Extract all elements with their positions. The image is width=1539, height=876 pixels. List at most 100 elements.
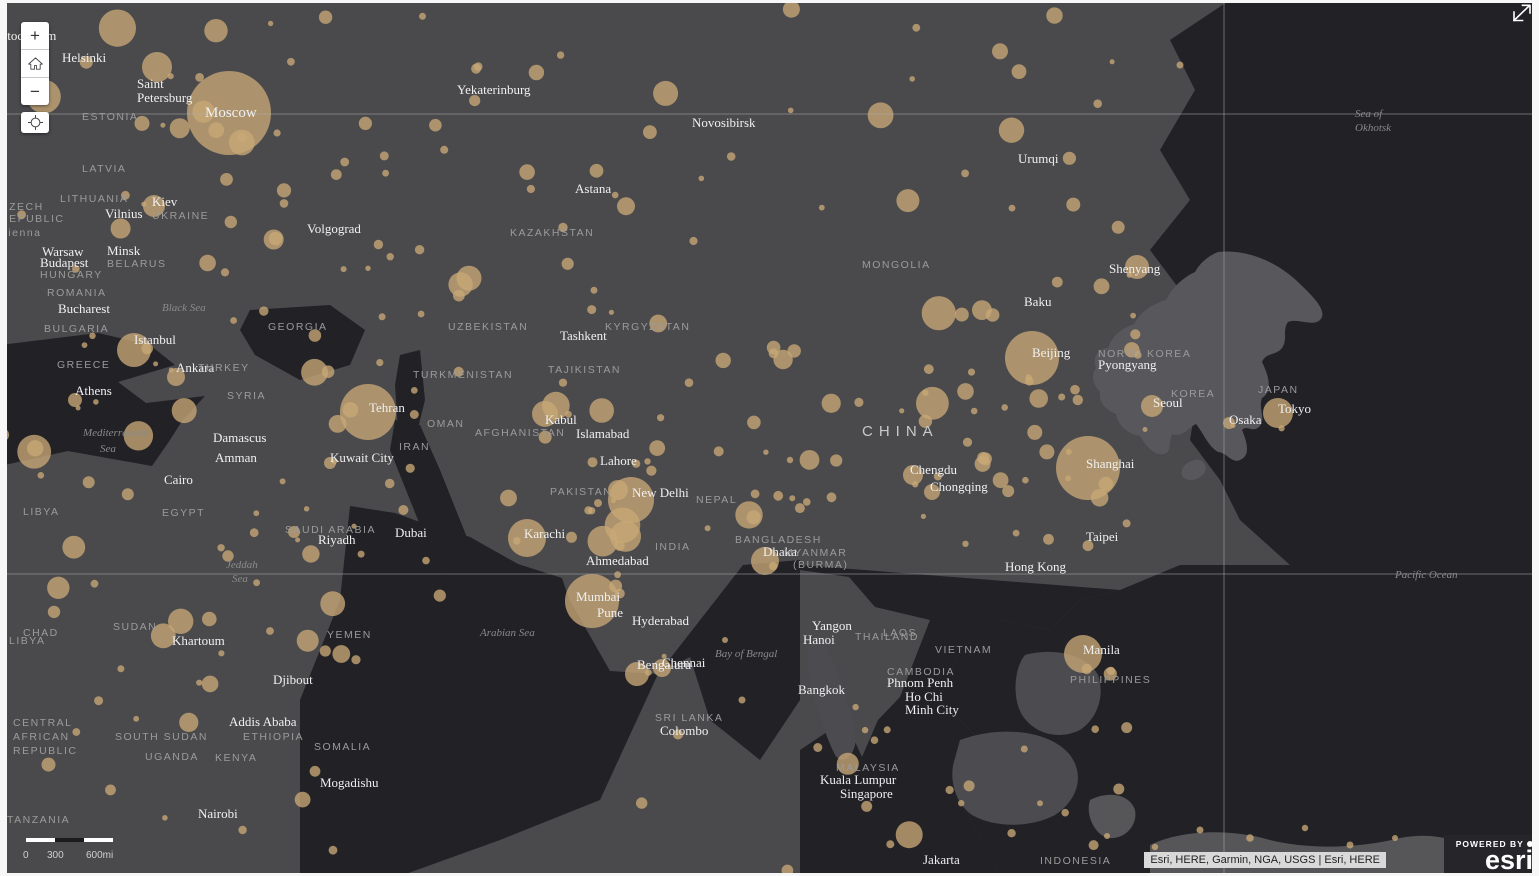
svg-text:Riyadh: Riyadh [318, 532, 356, 547]
svg-text:Chengdu: Chengdu [910, 462, 957, 477]
svg-text:ESTONIA: ESTONIA [82, 111, 138, 123]
svg-text:TAJIKISTAN: TAJIKISTAN [548, 364, 621, 376]
svg-text:Islamabad: Islamabad [576, 426, 630, 441]
svg-text:Kabul: Kabul [545, 412, 577, 427]
svg-text:Budapest: Budapest [40, 255, 89, 270]
svg-text:VIETNAM: VIETNAM [935, 644, 992, 656]
svg-text:Ahmedabad: Ahmedabad [586, 553, 649, 568]
svg-text:Minh City: Minh City [905, 702, 959, 717]
svg-text:Shenyang: Shenyang [1109, 261, 1161, 276]
svg-text:HUNGARY: HUNGARY [40, 269, 103, 281]
svg-text:CENTRAL: CENTRAL [13, 717, 73, 729]
svg-text:AFRICAN: AFRICAN [13, 731, 70, 743]
svg-text:Bay of Bengal: Bay of Bengal [715, 648, 777, 660]
svg-text:Baku: Baku [1024, 294, 1052, 309]
svg-text:INDIA: INDIA [655, 541, 691, 553]
svg-text:UZBEKISTAN: UZBEKISTAN [448, 321, 528, 333]
svg-text:Chennai: Chennai [662, 655, 706, 670]
svg-text:SOMALIA: SOMALIA [314, 741, 371, 753]
svg-text:MONGOLIA: MONGOLIA [862, 259, 931, 271]
svg-text:YEMEN: YEMEN [327, 629, 372, 641]
svg-text:Hong Kong: Hong Kong [1005, 559, 1067, 574]
svg-text:Hyderabad: Hyderabad [632, 613, 690, 628]
svg-text:Tokyo: Tokyo [1278, 401, 1311, 416]
svg-text:Jakarta: Jakarta [923, 852, 960, 867]
svg-text:Black Sea: Black Sea [162, 302, 206, 314]
svg-text:Astana: Astana [575, 181, 611, 196]
svg-text:Istanbul: Istanbul [134, 332, 176, 347]
svg-text:Taipei: Taipei [1086, 529, 1119, 544]
svg-text:LIBYA: LIBYA [9, 635, 46, 647]
svg-text:UGANDA: UGANDA [145, 751, 199, 763]
svg-text:Vilnius: Vilnius [105, 206, 143, 221]
svg-text:BULGARIA: BULGARIA [44, 323, 109, 335]
svg-text:Kuwait City: Kuwait City [330, 450, 394, 465]
svg-text:Minsk: Minsk [107, 243, 141, 258]
svg-text:TURKMENISTAN: TURKMENISTAN [413, 369, 513, 381]
svg-text:Singapore: Singapore [840, 786, 893, 801]
svg-text:INDONESIA: INDONESIA [1040, 855, 1111, 867]
svg-text:PHILIPPINES: PHILIPPINES [1070, 674, 1151, 686]
svg-text:ROMANIA: ROMANIA [47, 287, 107, 299]
svg-text:SYRIA: SYRIA [227, 390, 266, 402]
svg-text:Pacific Ocean: Pacific Ocean [1394, 569, 1458, 581]
svg-text:SUDAN: SUDAN [113, 621, 157, 633]
svg-text:Damascus: Damascus [213, 430, 266, 445]
svg-text:Osaka: Osaka [1229, 412, 1262, 427]
svg-text:Pyongyang: Pyongyang [1098, 357, 1157, 372]
svg-text:Hanoi: Hanoi [803, 632, 835, 647]
svg-text:Pune: Pune [597, 605, 623, 620]
svg-text:GREECE: GREECE [57, 359, 110, 371]
svg-text:UKRAINE: UKRAINE [152, 210, 209, 222]
svg-text:CHINA: CHINA [862, 423, 939, 440]
svg-text:Bangkok: Bangkok [798, 682, 845, 697]
svg-text:Dubai: Dubai [395, 525, 427, 540]
svg-text:MYANMAR: MYANMAR [784, 547, 847, 559]
svg-text:AFGHANISTAN: AFGHANISTAN [475, 427, 565, 439]
svg-text:LATVIA: LATVIA [82, 163, 126, 175]
svg-text:Mogadishu: Mogadishu [320, 775, 379, 790]
svg-text:Phnom Penh: Phnom Penh [887, 675, 954, 690]
svg-text:REPUBLIC: REPUBLIC [0, 213, 65, 225]
svg-text:Athens: Athens [75, 383, 112, 398]
svg-text:Petersburg: Petersburg [137, 90, 193, 105]
svg-text:Novosibirsk: Novosibirsk [692, 115, 756, 130]
svg-text:Manila: Manila [1083, 642, 1120, 657]
svg-text:Moscow: Moscow [205, 105, 257, 121]
svg-text:Karachi: Karachi [524, 526, 566, 541]
svg-text:KYRGYZSTAN: KYRGYZSTAN [605, 321, 690, 333]
svg-text:IRAN: IRAN [399, 441, 430, 453]
svg-text:Beijing: Beijing [1032, 345, 1071, 360]
svg-text:Sea: Sea [100, 443, 116, 455]
svg-text:Arabian Sea: Arabian Sea [479, 627, 535, 639]
svg-text:Cairo: Cairo [164, 472, 193, 487]
svg-text:Sea of: Sea of [1355, 108, 1384, 120]
svg-text:Yangon: Yangon [812, 618, 852, 633]
svg-text:Saint: Saint [137, 76, 164, 91]
svg-text:Shanghai: Shanghai [1086, 456, 1135, 471]
svg-text:Colombo: Colombo [660, 723, 708, 738]
svg-text:EGYPT: EGYPT [162, 507, 205, 519]
svg-text:LIBYA: LIBYA [23, 506, 60, 518]
svg-text:LITHUANIA: LITHUANIA [60, 193, 128, 205]
svg-text:Yekaterinburg: Yekaterinburg [457, 82, 531, 97]
svg-text:REPUBLIC: REPUBLIC [13, 745, 78, 757]
svg-text:Helsinki: Helsinki [62, 50, 106, 65]
svg-text:KENYA: KENYA [215, 752, 257, 764]
svg-text:Nairobi: Nairobi [198, 806, 238, 821]
svg-text:OMAN: OMAN [427, 418, 465, 430]
svg-text:Jeddah: Jeddah [226, 559, 258, 571]
svg-text:TANZANIA: TANZANIA [7, 814, 70, 826]
svg-text:Chongqing: Chongqing [930, 479, 988, 494]
svg-text:Mumbai: Mumbai [576, 589, 620, 604]
svg-text:Djibout: Djibout [273, 672, 313, 687]
svg-text:JAPAN: JAPAN [1258, 384, 1299, 396]
svg-text:BELARUS: BELARUS [107, 258, 167, 270]
svg-text:KOREA: KOREA [1171, 388, 1215, 400]
svg-text:THAILAND: THAILAND [855, 631, 919, 643]
svg-text:KAZAKHSTAN: KAZAKHSTAN [510, 227, 594, 239]
svg-text:Khartoum: Khartoum [172, 633, 225, 648]
svg-text:(BURMA): (BURMA) [793, 559, 848, 571]
svg-text:Amman: Amman [215, 450, 257, 465]
svg-text:PAKISTAN: PAKISTAN [550, 486, 612, 498]
